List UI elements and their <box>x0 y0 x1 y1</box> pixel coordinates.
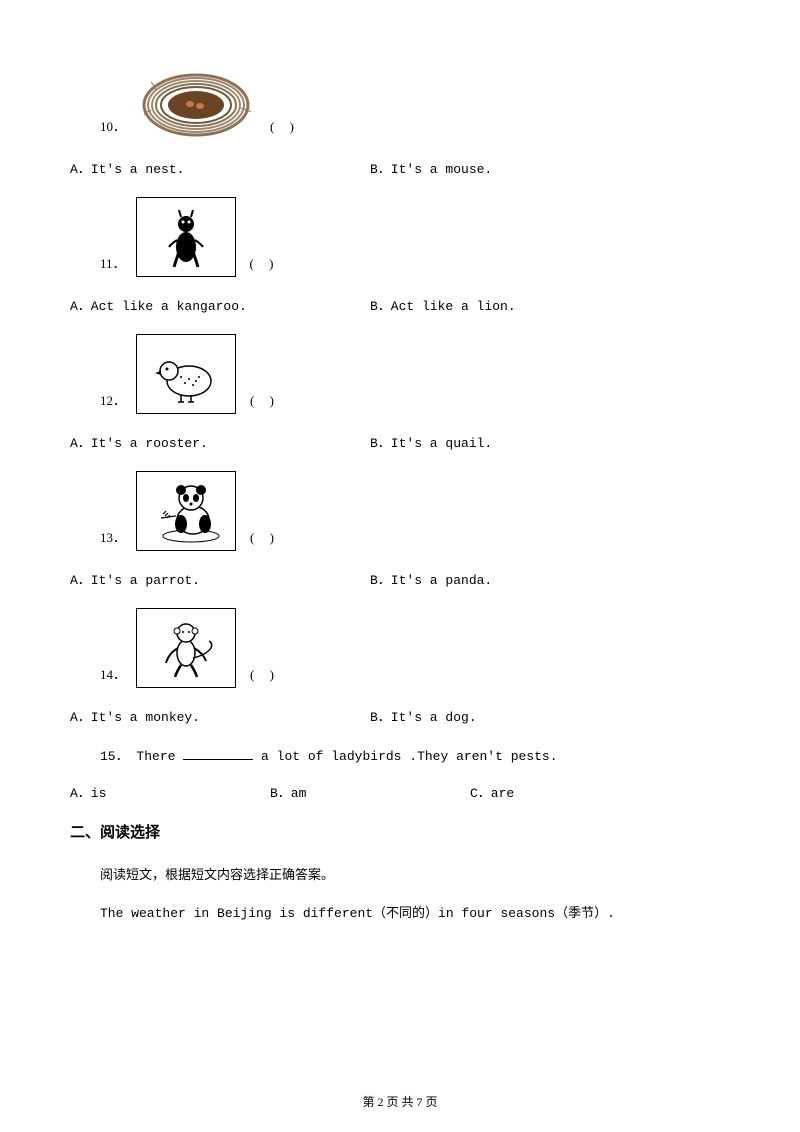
answer-blank: ( ) <box>250 393 280 414</box>
option-a: A．is <box>70 782 270 801</box>
option-b: B．It's a panda. <box>370 569 670 588</box>
option-b: B．It's a dog. <box>370 706 670 725</box>
question-number: 14． <box>100 664 126 688</box>
question-15-text: 15． There a lot of ladybirds .They aren'… <box>100 745 730 764</box>
question-11-options: A．Act like a kangaroo. B．Act like a lion… <box>70 295 730 314</box>
question-15-options: A．is B．am C．are <box>70 782 730 801</box>
answer-blank: ( ) <box>250 667 280 688</box>
question-number: 15． <box>100 749 129 764</box>
nest-image <box>136 60 256 140</box>
question-12-row: 12． ( ) <box>100 334 730 414</box>
section-2-title: 二、阅读选择 <box>70 821 730 842</box>
question-number: 13． <box>100 527 126 551</box>
question-12-options: A．It's a rooster. B．It's a quail. <box>70 432 730 451</box>
question-number: 12． <box>100 390 126 414</box>
question-10-row: 10． ( ) <box>100 60 730 140</box>
option-b: B．It's a mouse. <box>370 158 670 177</box>
answer-blank: ( ) <box>250 530 280 551</box>
q15-text-before: There <box>136 749 183 764</box>
question-14-row: 14． ( ) <box>100 608 730 688</box>
question-13-options: A．It's a parrot. B．It's a panda. <box>70 569 730 588</box>
reading-instruction: 阅读短文，根据短文内容选择正确答案。 <box>100 864 730 883</box>
page-content: 10． ( ) A．It's a nest. B．It's a mouse. 1… <box>0 0 800 945</box>
option-b: B．It's a quail. <box>370 432 670 451</box>
question-number: 10． <box>100 116 126 140</box>
q15-text-after: a lot of ladybirds .They aren't pests. <box>261 749 557 764</box>
question-14-options: A．It's a monkey. B．It's a dog. <box>70 706 730 725</box>
option-a: A．It's a nest. <box>70 158 370 177</box>
option-a: A．It's a rooster. <box>70 432 370 451</box>
option-a: A．Act like a kangaroo. <box>70 295 370 314</box>
question-number: 11． <box>100 253 126 277</box>
kangaroo-image <box>136 197 236 277</box>
page-footer: 第 2 页 共 7 页 <box>0 1093 800 1110</box>
option-b: B．Act like a lion. <box>370 295 670 314</box>
question-13-row: 13． ( ) <box>100 471 730 551</box>
question-11-row: 11． ( ) <box>100 197 730 277</box>
reading-passage: The weather in Beijing is different（不同的）… <box>100 903 730 925</box>
answer-blank: ( ) <box>250 256 280 277</box>
answer-blank: ( ) <box>270 119 300 140</box>
option-b: B．am <box>270 782 470 801</box>
option-c: C．are <box>470 782 670 801</box>
fill-blank <box>183 747 253 760</box>
quail-image <box>136 334 236 414</box>
monkey-image <box>136 608 236 688</box>
option-a: A．It's a monkey. <box>70 706 370 725</box>
question-10-options: A．It's a nest. B．It's a mouse. <box>70 158 730 177</box>
panda-image <box>136 471 236 551</box>
option-a: A．It's a parrot. <box>70 569 370 588</box>
